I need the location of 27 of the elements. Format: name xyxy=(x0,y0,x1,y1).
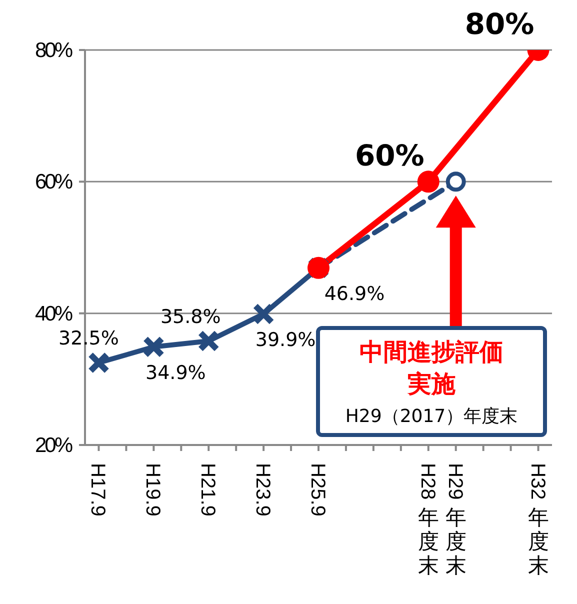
y-tick-label: 40% xyxy=(34,302,72,326)
x-tick-label: H21.9 xyxy=(196,463,219,516)
data-label: 39.9% xyxy=(255,328,316,351)
point xyxy=(142,336,165,358)
point xyxy=(252,302,275,325)
point xyxy=(198,330,220,352)
data-label: 32.5% xyxy=(58,328,119,350)
data-label: 35.8% xyxy=(160,306,221,328)
annotation: 中間進捗評価実施 xyxy=(360,338,504,398)
data-label: 80% xyxy=(464,7,534,41)
x-tick-label: H17.9 xyxy=(86,463,109,516)
data-label: 46.9% xyxy=(324,282,385,305)
y-tick-label: 20% xyxy=(34,434,72,457)
point xyxy=(446,172,466,192)
x-tick-label: H23.9 xyxy=(252,463,274,516)
x-tick-label: H29年度末 xyxy=(444,463,466,578)
x-tick-label: H32年度末 xyxy=(526,463,549,578)
x-tick-label: H19.9 xyxy=(142,463,164,516)
x-tick-label: H28年度末 xyxy=(416,463,439,578)
point xyxy=(417,170,440,193)
point xyxy=(88,352,110,374)
annotation: H29（2017）年度末 xyxy=(345,406,518,427)
y-tick-label: 80% xyxy=(34,39,72,62)
data-label: 34.9% xyxy=(145,362,206,384)
data-label: 60% xyxy=(354,138,424,173)
y-tick-label: 60% xyxy=(34,170,72,194)
x-tick-label: H25.9 xyxy=(306,463,328,516)
